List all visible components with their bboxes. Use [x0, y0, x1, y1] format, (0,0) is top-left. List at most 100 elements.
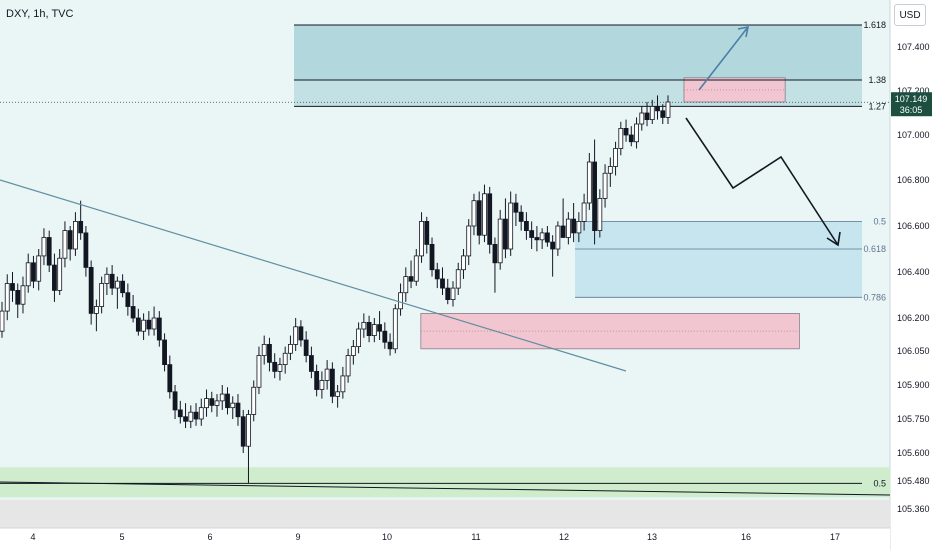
- y-tick-label: 107.200: [897, 86, 930, 96]
- candle-bull: [340, 375, 346, 393]
- candle-bull: [0, 310, 5, 332]
- candle-bull: [4, 283, 10, 312]
- candle-bull: [618, 127, 624, 149]
- axes-layer: 107.400 107.200 107.000 106.800 106.600 106.4…: [0, 42, 932, 550]
- candle-bull: [419, 220, 424, 257]
- candle-bull: [345, 355, 351, 377]
- candle-bear: [172, 391, 178, 411]
- candle-bear: [544, 232, 550, 243]
- levels-layer: 1.618 1.38 1.27 0.5 0.618 0.786 0.5: [0, 20, 891, 496]
- candle-bear: [67, 230, 73, 250]
- candle-bear: [130, 306, 136, 319]
- candle-bear: [592, 161, 597, 231]
- candle-bull: [230, 402, 236, 409]
- candle-bull: [565, 218, 571, 238]
- currency-button[interactable]: USD: [894, 4, 926, 26]
- candle-bear: [167, 364, 173, 393]
- candle-bear: [120, 280, 126, 294]
- y-tick-label: 105.900: [897, 380, 930, 390]
- y-tick-label: 105.360: [897, 504, 930, 514]
- x-tick-label: 5: [119, 532, 124, 542]
- candle-bull: [246, 414, 251, 447]
- candle-bull: [649, 106, 655, 121]
- y-tick-label: 105.750: [897, 414, 930, 424]
- trendline: [0, 179, 627, 372]
- candle-bear: [382, 330, 388, 343]
- candle-bull: [251, 386, 257, 415]
- y-tick-label: 106.400: [897, 267, 930, 277]
- candle-bear: [513, 202, 519, 213]
- candle-bear: [15, 289, 21, 305]
- candle-bear: [660, 110, 666, 118]
- candle-bull: [25, 262, 31, 287]
- candle-bull: [62, 230, 68, 259]
- candle-bear: [440, 278, 445, 289]
- candle-bear: [125, 292, 131, 307]
- candle-bull: [371, 324, 377, 337]
- candle-bear: [377, 324, 382, 332]
- candle-bull: [214, 400, 220, 406]
- candle-bear: [162, 339, 167, 366]
- candle-bull: [497, 218, 503, 264]
- candle-bull: [413, 255, 419, 282]
- candle-bull: [539, 232, 545, 241]
- x-tick-label: 6: [207, 532, 212, 542]
- candle-bull: [335, 391, 341, 397]
- candle-bull: [41, 237, 47, 257]
- candle-bull: [581, 202, 587, 222]
- last-price-countdown: 36:05: [900, 105, 923, 115]
- candle-bear: [366, 321, 372, 336]
- candle-bear: [329, 368, 335, 397]
- candle-bull: [288, 343, 293, 354]
- candle-bull: [36, 255, 42, 282]
- chart-title: DXY, 1h, TVC: [6, 8, 74, 20]
- candle-bear: [10, 283, 15, 291]
- candle-bull: [466, 225, 472, 257]
- x-tick-label: 11: [471, 532, 480, 542]
- candle-bear: [534, 237, 540, 241]
- candle-bear: [529, 230, 535, 238]
- candle-bear: [235, 402, 241, 418]
- y-tick-label: 105.480: [897, 476, 930, 486]
- x-tick-label: 17: [830, 532, 840, 542]
- candle-bull: [665, 101, 671, 118]
- candle-bull: [104, 273, 110, 284]
- candle-bull: [204, 398, 209, 409]
- candle-bull: [188, 411, 194, 422]
- candle-bear: [476, 200, 482, 236]
- candle-bull: [93, 306, 99, 314]
- candle-bear: [225, 393, 230, 409]
- fib-level-label: 0.618: [863, 244, 886, 254]
- candle-bear: [492, 243, 498, 264]
- x-tick-label: 16: [741, 532, 751, 542]
- candle-bull: [482, 193, 487, 236]
- candle-bull: [639, 112, 645, 125]
- y-tick-label: 106.050: [897, 346, 930, 356]
- candle-bull: [324, 368, 330, 381]
- candle-bear: [183, 416, 188, 422]
- y-tick-label: 107.400: [897, 42, 930, 52]
- y-tick-label: 106.600: [897, 221, 930, 231]
- candle-bear: [309, 355, 314, 372]
- candle-bear: [518, 211, 524, 222]
- candle-bull: [555, 225, 561, 250]
- candle-bull: [20, 285, 26, 305]
- projection-up-arrow: [698, 26, 749, 91]
- candle-bull: [471, 200, 477, 227]
- candle-bear: [628, 134, 634, 143]
- candle-bear: [46, 237, 52, 266]
- candle-bull: [461, 255, 466, 271]
- candle-bear: [209, 398, 215, 406]
- candle-bear: [52, 264, 57, 291]
- candle-bull: [114, 280, 120, 289]
- candle-bull: [198, 407, 204, 420]
- candle-bull: [350, 346, 356, 356]
- candle-bear: [83, 232, 89, 268]
- candle-bull: [602, 172, 608, 199]
- fib-level-label: 1.38: [868, 75, 886, 85]
- candle-bull: [586, 161, 592, 204]
- candle-bull: [293, 326, 299, 345]
- candle-bear: [434, 269, 440, 280]
- candle-bear: [146, 319, 152, 330]
